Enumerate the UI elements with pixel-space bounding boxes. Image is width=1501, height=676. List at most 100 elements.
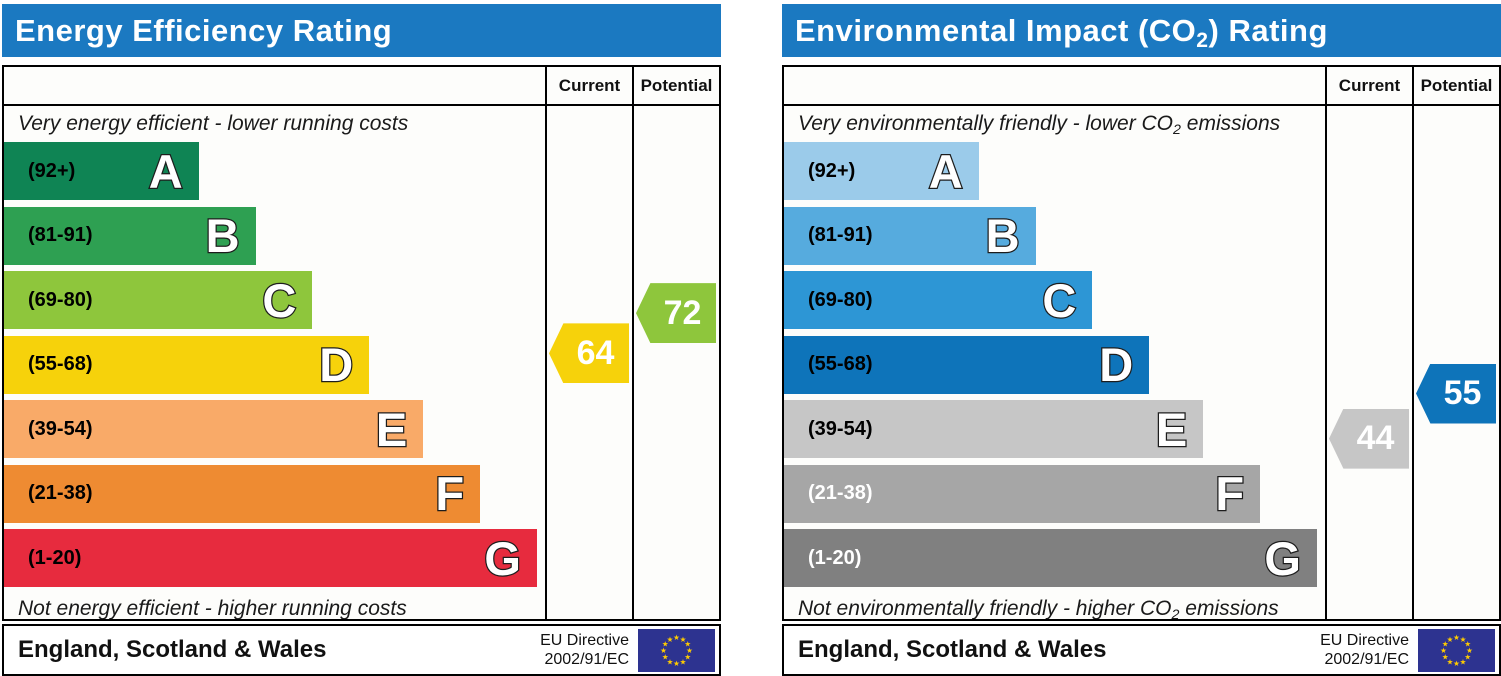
- band-range-label: (1-20): [28, 546, 82, 569]
- band-letter: F: [1214, 467, 1245, 520]
- energy-rating-chart: Current Potential Very energy efficient …: [2, 65, 721, 621]
- svg-text:★: ★: [673, 633, 680, 642]
- potential-column: 72: [632, 106, 719, 619]
- band-bar-c: (69-80) C: [4, 271, 313, 329]
- svg-text:★: ★: [1440, 646, 1447, 655]
- current-column-header: Current: [1325, 67, 1412, 104]
- band-letter: D: [1098, 338, 1134, 391]
- band-row-g: (1-20) G: [4, 529, 545, 587]
- current-column: 44: [1325, 106, 1412, 619]
- environmental-impact-title: Environmental Impact (CO2) Rating: [782, 4, 1501, 57]
- eu-flag-icon: ★ ★★ ★★★ ★★★ ★★★: [1418, 628, 1495, 672]
- band-letter: A: [148, 144, 184, 198]
- band-range-label: (92+): [808, 159, 856, 182]
- chart-header-row: Current Potential: [784, 67, 1499, 106]
- svg-text:★: ★: [1466, 646, 1473, 655]
- band-row-e: (39-54) E: [4, 400, 545, 458]
- potential-rating-value: 55: [1443, 374, 1482, 412]
- current-rating-arrow: 64: [549, 323, 629, 384]
- band-letter: D: [318, 338, 354, 391]
- svg-text:★: ★: [1447, 634, 1454, 643]
- band-letter: E: [375, 402, 409, 456]
- eu-directive-label: EU Directive 2002/91/EC: [1320, 631, 1409, 669]
- svg-text:★: ★: [1442, 639, 1449, 648]
- current-column: 64: [545, 106, 632, 619]
- band-range-label: (39-54): [808, 417, 873, 440]
- band-row-a: (92+) A: [4, 142, 545, 200]
- current-column-header: Current: [545, 67, 632, 104]
- band-range-label: (39-54): [28, 417, 93, 440]
- eu-directive-line1: EU Directive: [540, 631, 629, 649]
- band-range-label: (81-91): [808, 224, 873, 246]
- band-row-d: (55-68) D: [4, 335, 545, 394]
- band-bar-f: (21-38) F: [784, 464, 1261, 523]
- band-letter: A: [928, 144, 964, 198]
- band-range-label: (21-38): [808, 482, 873, 504]
- svg-text:★: ★: [1442, 652, 1449, 661]
- band-bar-a: (92+) A: [784, 142, 979, 200]
- band-row-e: (39-54) E: [784, 400, 1325, 458]
- caption-text: Very environmentally friendly - lower CO: [798, 112, 1174, 135]
- band-range-label: (69-80): [808, 288, 873, 311]
- title-text: Environmental Impact (CO: [795, 13, 1197, 48]
- band-bar-e: (39-54) E: [784, 400, 1204, 458]
- svg-text:★: ★: [680, 634, 687, 643]
- svg-text:★: ★: [667, 634, 674, 643]
- svg-text:★: ★: [1453, 633, 1460, 642]
- svg-text:★: ★: [673, 659, 680, 668]
- band-bar-e: (39-54) E: [4, 400, 424, 458]
- chart-body: Very energy efficient - lower running co…: [4, 106, 719, 619]
- band-letter: B: [204, 209, 240, 262]
- band-range-label: (21-38): [28, 482, 93, 504]
- top-caption: Very environmentally friendly - lower CO…: [784, 106, 1325, 142]
- current-rating-value: 64: [576, 333, 615, 372]
- band-row-d: (55-68) D: [784, 335, 1325, 394]
- potential-column-header: Potential: [1412, 67, 1499, 104]
- band-letter: G: [1263, 531, 1302, 585]
- chart-body: Very environmentally friendly - lower CO…: [784, 106, 1499, 619]
- bands-area: Very energy efficient - lower running co…: [4, 106, 545, 619]
- band-bar-c: (69-80) C: [784, 271, 1093, 329]
- band-row-b: (81-91) B: [4, 206, 545, 265]
- title-text-post: ) Rating: [1208, 13, 1328, 48]
- svg-text:★: ★: [1464, 639, 1471, 648]
- region-label: England, Scotland & Wales: [18, 636, 327, 663]
- band-bar-d: (55-68) D: [784, 335, 1150, 394]
- band-letter: C: [261, 273, 297, 327]
- header-spacer: [784, 67, 1325, 104]
- energy-efficiency-title: Energy Efficiency Rating: [2, 4, 721, 57]
- band-row-f: (21-38) F: [784, 464, 1325, 523]
- caption-subscript: 2: [1173, 122, 1181, 139]
- band-bar-g: (1-20) G: [4, 529, 537, 587]
- band-range-label: (81-91): [28, 224, 93, 246]
- eu-flag-icon: ★ ★★ ★★★ ★★★ ★★★: [638, 628, 715, 672]
- eu-directive-label: EU Directive 2002/91/EC: [540, 631, 629, 669]
- band-row-a: (92+) A: [784, 142, 1325, 200]
- panel-footer: England, Scotland & Wales EU Directive 20…: [2, 624, 721, 676]
- band-letter: E: [1155, 402, 1189, 456]
- band-letter: G: [483, 531, 522, 585]
- band-range-label: (92+): [28, 159, 76, 182]
- title-subscript: 2: [1196, 29, 1209, 53]
- svg-text:★: ★: [1460, 657, 1467, 666]
- header-spacer: [4, 67, 545, 104]
- bottom-caption: Not energy efficient - higher running co…: [4, 594, 545, 620]
- eu-directive-line1: EU Directive: [1320, 631, 1409, 649]
- svg-text:★: ★: [680, 657, 687, 666]
- eu-directive-line2: 2002/91/EC: [544, 651, 629, 668]
- band-bar-b: (81-91) B: [784, 206, 1036, 265]
- bands-area: Very environmentally friendly - lower CO…: [784, 106, 1325, 619]
- band-row-f: (21-38) F: [4, 464, 545, 523]
- band-range-label: (1-20): [808, 546, 862, 569]
- svg-text:★: ★: [1447, 657, 1454, 666]
- band-letter: C: [1041, 273, 1077, 327]
- co2-rating-chart: Current Potential Very environmentally f…: [782, 65, 1501, 621]
- title-text: Energy Efficiency Rating: [15, 13, 393, 48]
- band-bar-a: (92+) A: [4, 142, 199, 200]
- band-bar-f: (21-38) F: [4, 464, 481, 523]
- caption-text: Not environmentally friendly - higher CO: [798, 596, 1172, 620]
- band-bar-g: (1-20) G: [784, 529, 1317, 587]
- energy-efficiency-panel: Energy Efficiency Rating Current Potenti…: [2, 4, 721, 676]
- svg-text:★: ★: [686, 646, 693, 655]
